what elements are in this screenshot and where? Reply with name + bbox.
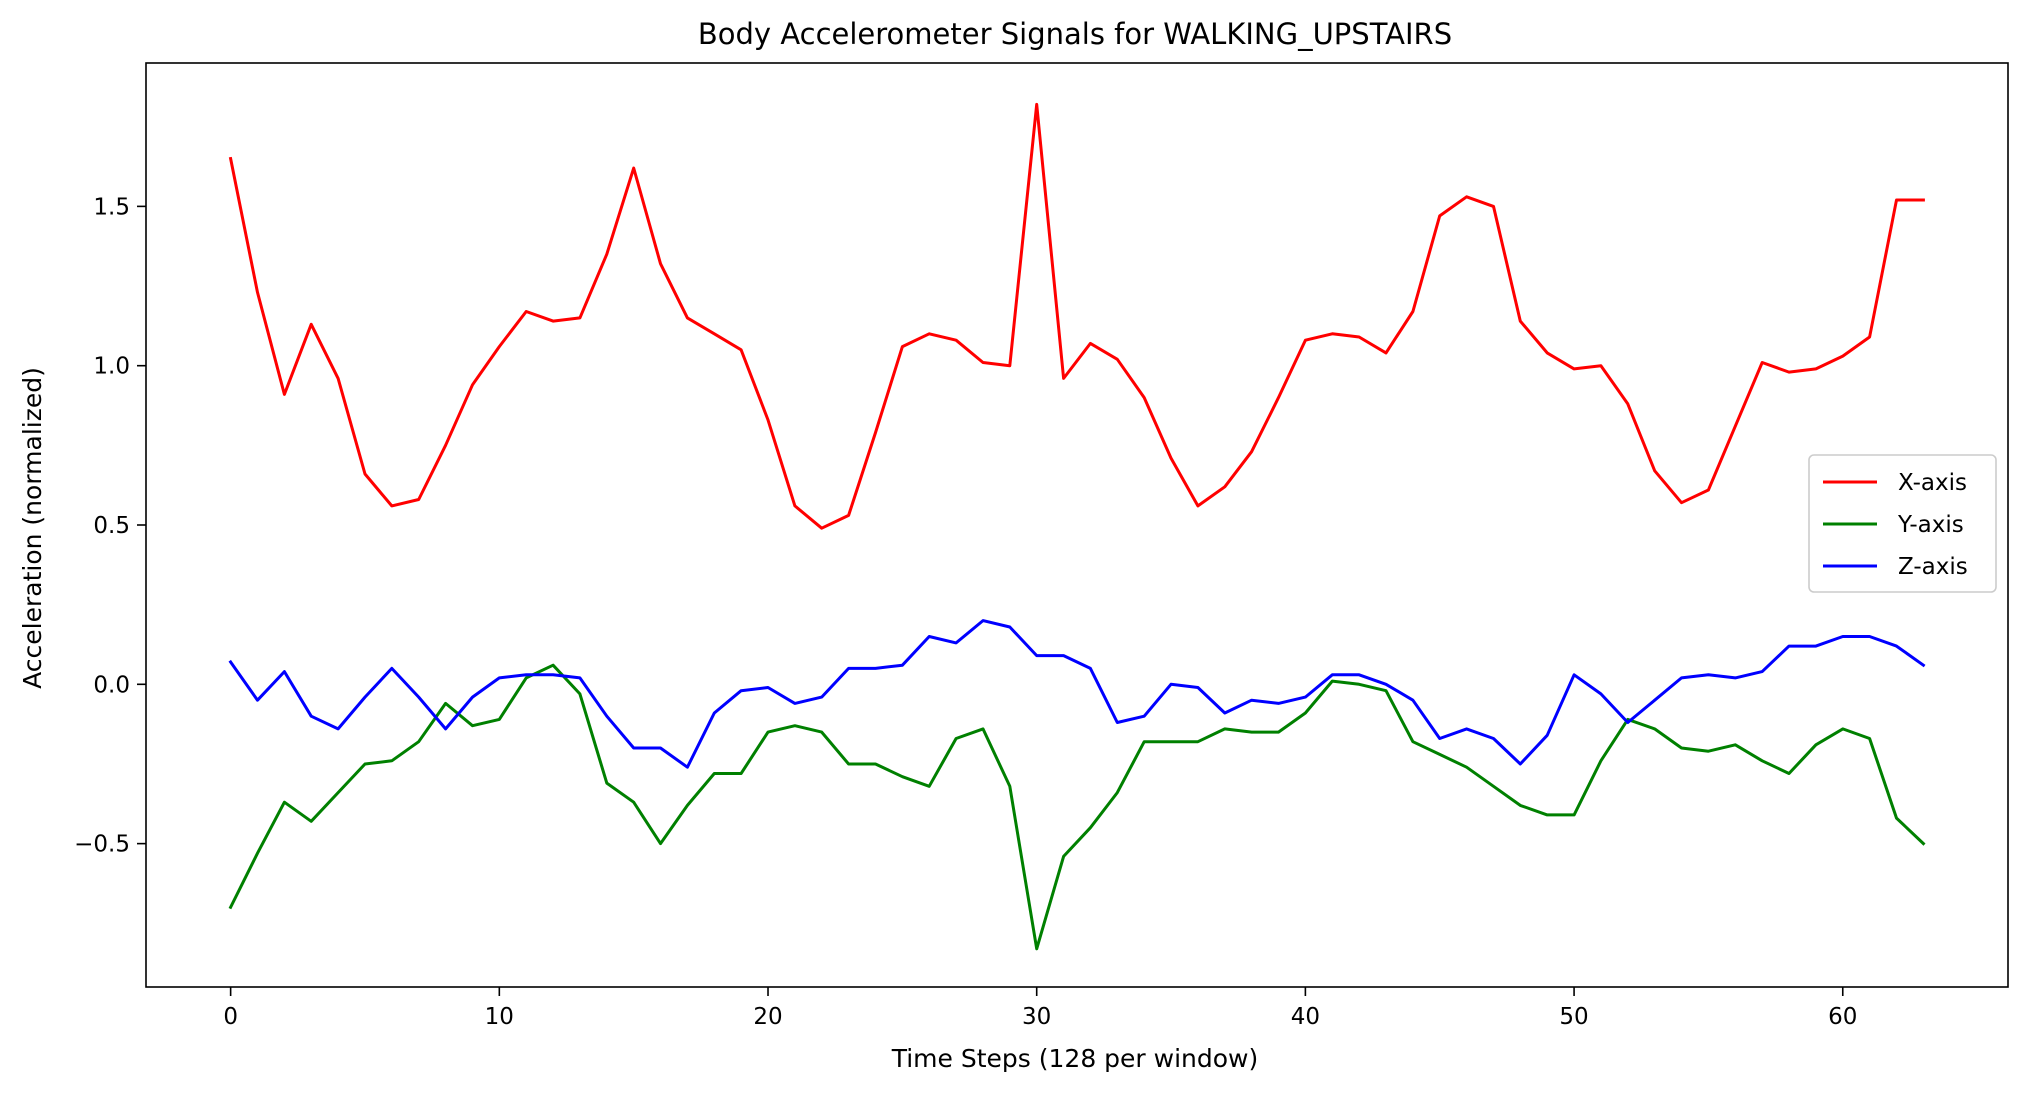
y-tick-label: 1.0	[93, 354, 130, 380]
x-tick-label: 10	[485, 1004, 514, 1030]
chart-title: Body Accelerometer Signals for WALKING_U…	[698, 17, 1452, 51]
series-line-z-axis	[228, 619, 1926, 769]
legend-box	[1808, 454, 1997, 593]
x-tick-label: 60	[1828, 1004, 1857, 1030]
x-tick-label: 40	[1291, 1004, 1320, 1030]
y-tick-label: 0.0	[93, 672, 130, 698]
legend-entry-label: Z-axis	[1898, 554, 1968, 580]
y-tick-label: −0.5	[74, 832, 130, 858]
plot-frame	[145, 62, 2009, 988]
x-tick-label: 0	[223, 1004, 238, 1030]
tick-layer: 0 10 20 30 40 50 60 −0.5 0.0 0.5 1.0 1.5	[74, 194, 1857, 1030]
y-tick-label: 1.5	[93, 194, 130, 220]
x-tick-label: 20	[753, 1004, 782, 1030]
x-tick-label: 30	[1022, 1004, 1051, 1030]
legend: X-axis Y-axis Z-axis	[1808, 454, 1997, 593]
legend-entry-label: Y-axis	[1897, 512, 1964, 538]
series-line-y-axis	[228, 663, 1926, 951]
y-tick-label: 0.5	[93, 513, 130, 539]
x-axis-label: Time Steps (128 per window)	[891, 1044, 1259, 1073]
series-layer	[228, 102, 1926, 951]
y-axis-label: Acceleration (normalized)	[18, 367, 47, 689]
series-line-x-axis	[228, 102, 1925, 530]
legend-entry-label: X-axis	[1898, 470, 1967, 496]
x-tick-label: 50	[1559, 1004, 1588, 1030]
